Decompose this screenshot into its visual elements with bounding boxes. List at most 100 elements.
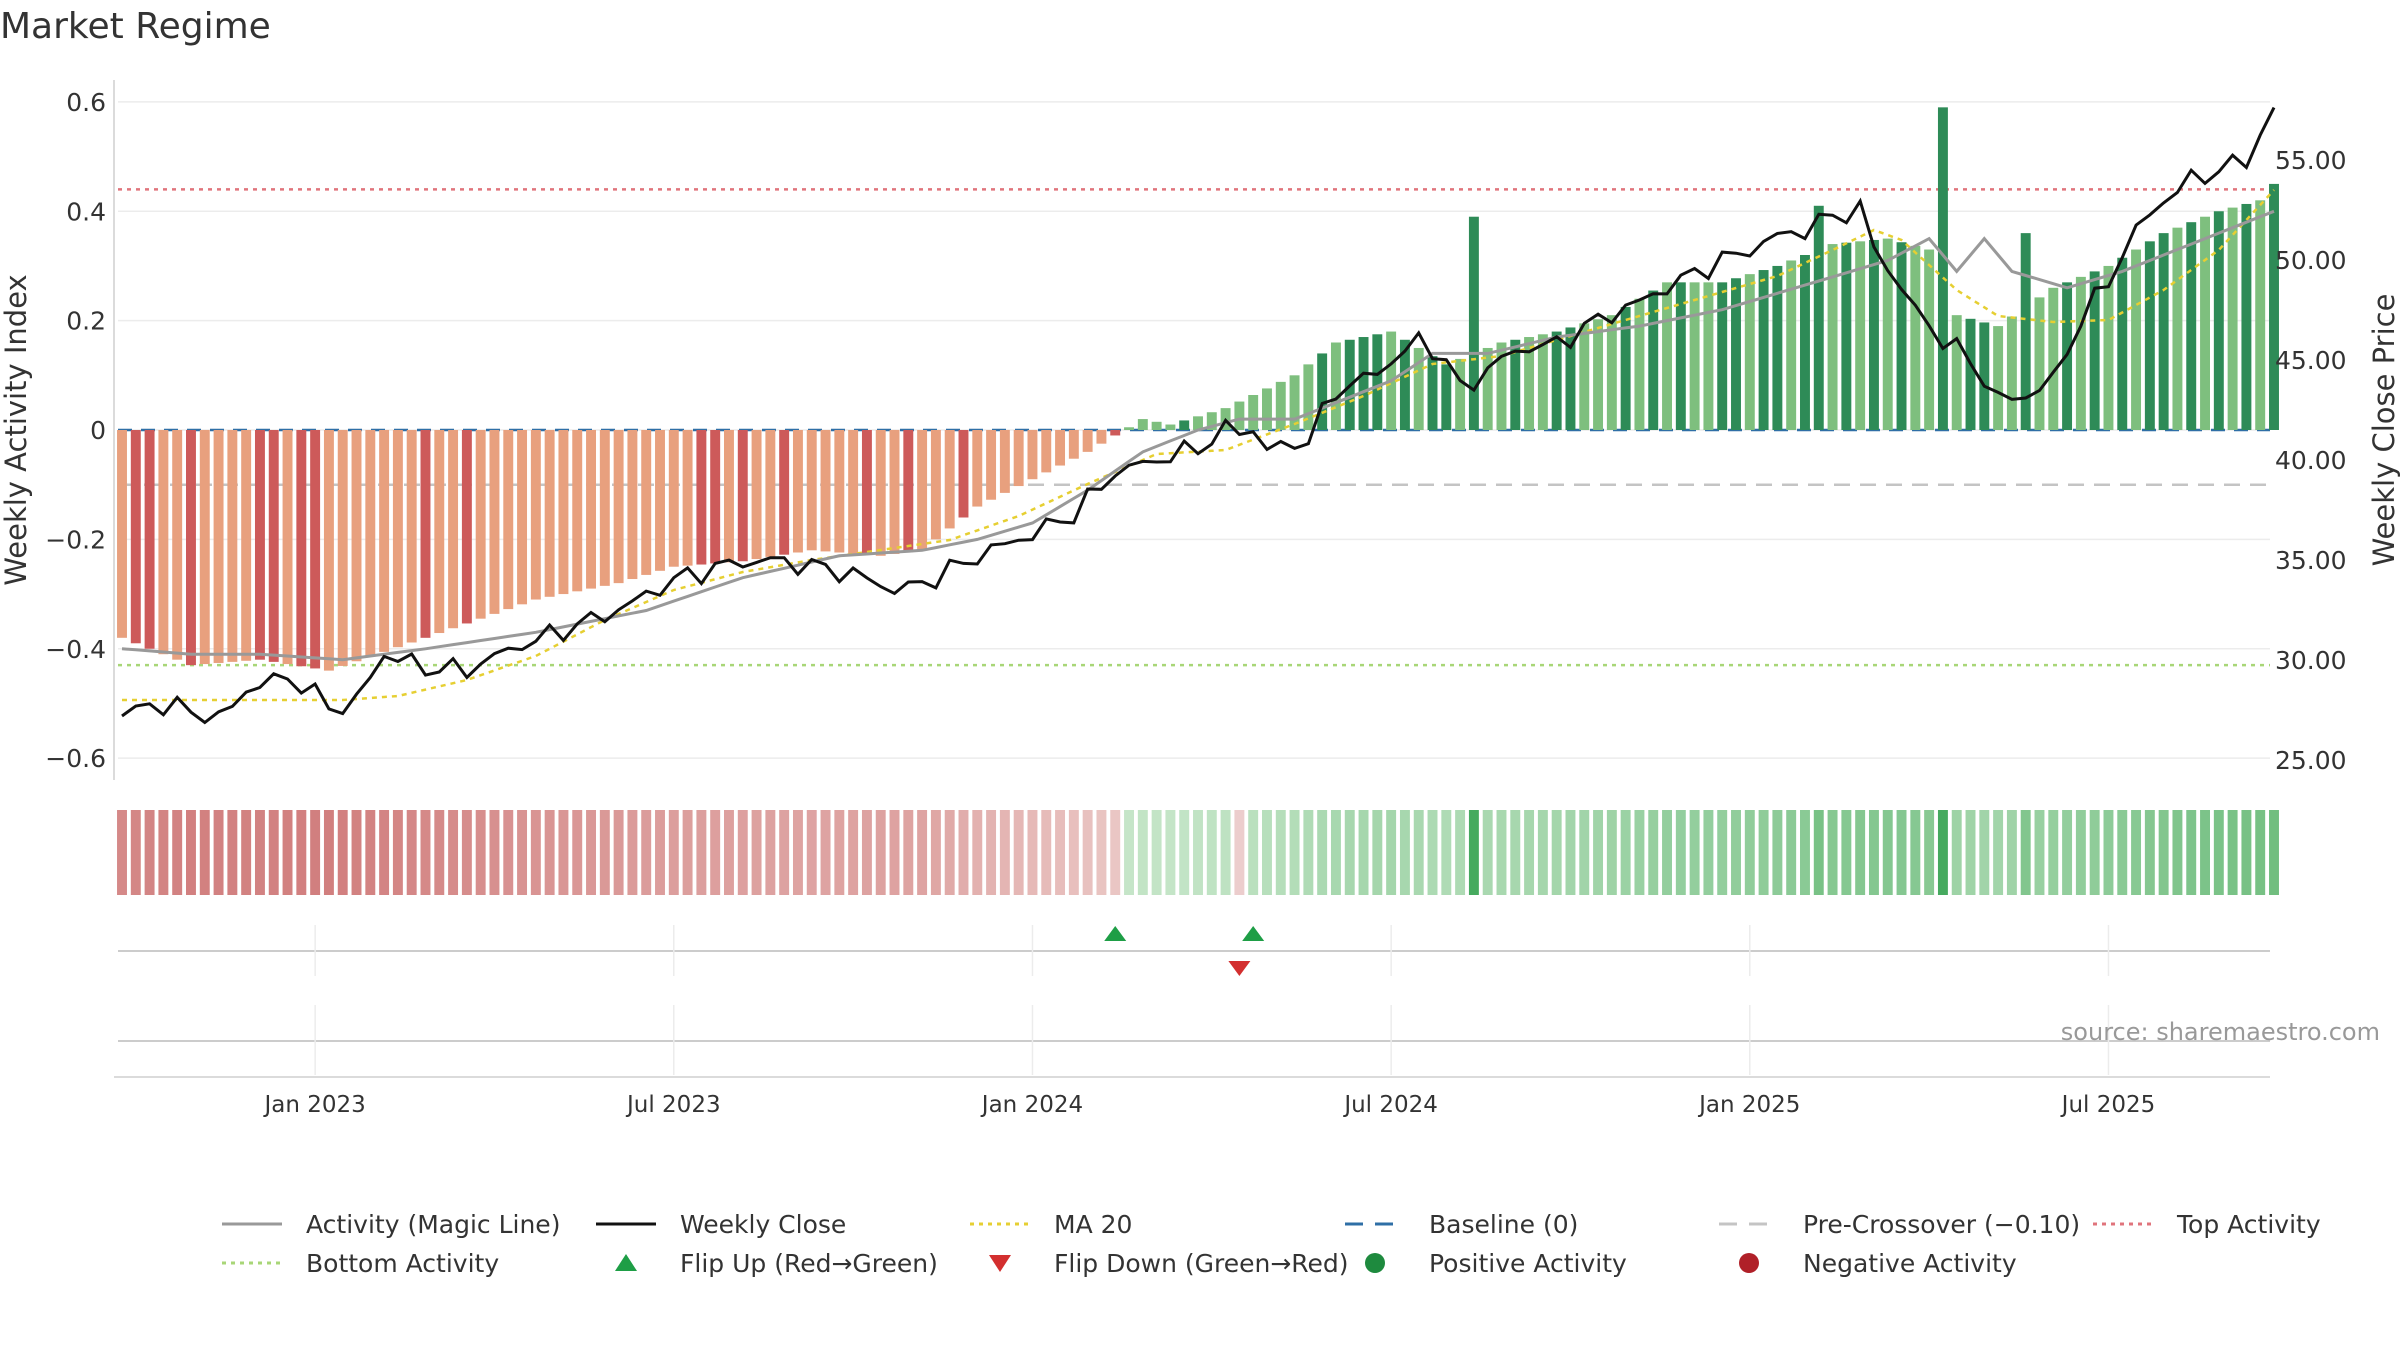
- activity-bar: [406, 430, 417, 643]
- activity-bar: [737, 430, 748, 562]
- legend-item: Top Activity: [2093, 1210, 2321, 1239]
- activity-bar: [779, 430, 790, 555]
- activity-bar: [310, 430, 321, 669]
- activity-bar: [1524, 337, 1535, 430]
- legend-swatch: [989, 1255, 1011, 1272]
- regime-strip-cell: [2103, 810, 2114, 895]
- regime-strip-cell: [2048, 810, 2059, 895]
- activity-bar: [710, 430, 721, 564]
- legend-label: Positive Activity: [1429, 1249, 1627, 1278]
- regime-strip-cell: [765, 810, 776, 895]
- legend-swatch: [1365, 1253, 1385, 1273]
- activity-bar: [1455, 358, 1466, 430]
- regime-strip-cell: [972, 810, 983, 895]
- regime-strip-cell: [2241, 810, 2252, 895]
- activity-bar: [2048, 287, 2059, 430]
- y-axis-label: Weekly Activity Index: [0, 274, 33, 585]
- activity-bar: [2020, 233, 2031, 430]
- activity-bar: [1275, 381, 1286, 430]
- x-tick-label: Jul 2023: [625, 1092, 721, 1118]
- regime-strip-cell: [448, 810, 459, 895]
- regime-strip-cell: [1510, 810, 1521, 895]
- regime-strip-cell: [2034, 810, 2045, 895]
- regime-strip-cell: [1841, 810, 1852, 895]
- regime-strip-cell: [296, 810, 307, 895]
- activity-bar: [1179, 420, 1190, 430]
- regime-strip-cell: [461, 810, 472, 895]
- regime-strip-cell: [930, 810, 941, 895]
- activity-bar: [1910, 245, 1921, 430]
- activity-bar: [1924, 249, 1935, 430]
- regime-strip-cell: [1703, 810, 1714, 895]
- activity-bar: [1510, 339, 1521, 430]
- activity-bar: [751, 430, 762, 560]
- activity-bar: [448, 430, 459, 629]
- regime-strip-cell: [1813, 810, 1824, 895]
- series-lines: [121, 106, 2276, 725]
- ma20-line: [122, 189, 2275, 702]
- legend-item: Pre-Crossover (−0.10): [1719, 1210, 2080, 1239]
- y2-tick-label: 35.00: [2275, 546, 2347, 575]
- regime-strip-cell: [503, 810, 514, 895]
- regime-strip-cell: [1924, 810, 1935, 895]
- activity-bar: [213, 430, 224, 663]
- regime-strip-cell: [420, 810, 431, 895]
- regime-strip-cell: [806, 810, 817, 895]
- activity-bar: [1648, 290, 1659, 430]
- regime-strip-cell: [1910, 810, 1921, 895]
- flip-up-marker: [1104, 926, 1127, 941]
- weekly-close-line: [121, 106, 2276, 725]
- regime-strip-cell: [1896, 810, 1907, 895]
- flip-down-marker: [1228, 961, 1251, 976]
- legend-label: Flip Down (Green→Red): [1054, 1249, 1349, 1278]
- regime-strip-cell: [1317, 810, 1328, 895]
- regime-strip-cell: [1262, 810, 1272, 895]
- regime-strip-cell: [820, 810, 831, 895]
- regime-strip-cell: [130, 810, 141, 895]
- activity-bar: [572, 430, 583, 592]
- activity-bar: [1703, 282, 1714, 430]
- activity-bar: [1206, 412, 1217, 430]
- regime-strip-cell: [1731, 810, 1741, 895]
- activity-bar: [158, 430, 169, 655]
- activity-bar: [1110, 430, 1121, 436]
- regime-strip-cell: [558, 810, 569, 895]
- y2-tick-label: 55.00: [2275, 146, 2347, 175]
- regime-strip-cell: [241, 810, 252, 895]
- x-tick-label: Jan 2025: [1697, 1092, 1800, 1118]
- activity-bar: [130, 430, 141, 644]
- activity-bar: [1096, 430, 1107, 444]
- flip-panel: [118, 925, 2270, 976]
- legend-item: Bottom Activity: [222, 1249, 499, 1278]
- regime-strip-cell: [1606, 810, 1617, 895]
- activity-bar: [1579, 323, 1590, 430]
- activity-bar: [1786, 260, 1797, 430]
- regime-strip-cell: [889, 810, 900, 895]
- regime-strip-cell: [144, 810, 155, 895]
- regime-strip-cell: [1951, 810, 1962, 895]
- regime-strip-cell: [186, 810, 196, 895]
- legend-item: Baseline (0): [1345, 1210, 1578, 1239]
- regime-strip-cell: [1786, 810, 1797, 895]
- activity-bar: [530, 430, 541, 600]
- activity-bar: [2117, 257, 2128, 430]
- activity-bar: [2075, 276, 2086, 430]
- activity-bar: [1468, 216, 1479, 430]
- x-tick-label: Jan 2024: [980, 1092, 1083, 1118]
- activity-bar: [1979, 322, 1990, 430]
- regime-strip-cell: [1344, 810, 1355, 895]
- activity-bar: [2213, 211, 2224, 430]
- regime-strip-cell: [172, 810, 183, 895]
- activity-bar: [903, 430, 914, 553]
- regime-strip-cell: [655, 810, 665, 895]
- activity-bar: [1593, 319, 1604, 430]
- regime-strip-cell: [1303, 810, 1314, 895]
- activity-bar: [544, 430, 555, 597]
- regime-strip-cell: [2227, 810, 2238, 895]
- regime-strip-cell: [2213, 810, 2224, 895]
- regime-strip: [117, 810, 2279, 895]
- regime-strip-cell: [1055, 810, 1066, 895]
- regime-strip-cell: [1399, 810, 1410, 895]
- activity-bar: [351, 430, 362, 662]
- y2-tick-label: 40.00: [2275, 446, 2347, 475]
